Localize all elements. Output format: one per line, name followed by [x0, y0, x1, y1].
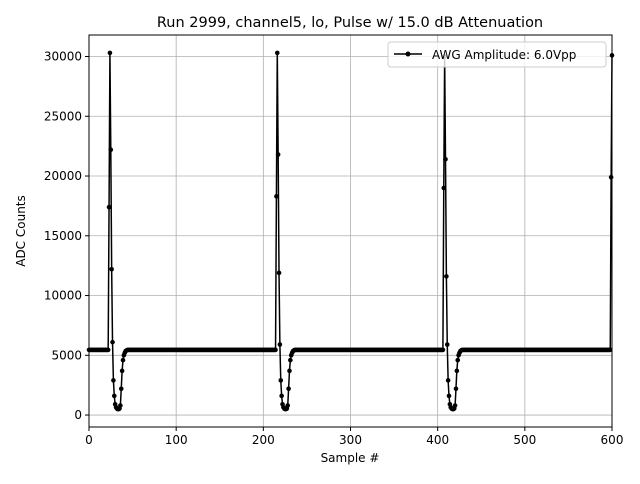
data-point: [440, 347, 446, 353]
data-point: [288, 357, 293, 363]
x-axis-label: Sample #: [321, 451, 380, 465]
y-tick-label: 15000: [44, 229, 82, 243]
data-point: [287, 368, 292, 374]
x-tick-label: 500: [513, 433, 536, 447]
data-point: [286, 386, 291, 392]
data-point: [452, 403, 458, 408]
data-point: [278, 378, 284, 383]
y-tick-label: 25000: [44, 109, 82, 123]
grid: [88, 35, 613, 427]
legend-marker: [405, 51, 411, 57]
data-point: [273, 347, 278, 353]
data-point: [120, 357, 126, 363]
x-tick-label: 400: [426, 433, 449, 447]
data-point: [107, 50, 113, 56]
data-point: [444, 274, 449, 279]
data-point: [608, 174, 614, 180]
data-point: [111, 393, 117, 399]
data-point: [276, 270, 282, 276]
data-point: [454, 368, 460, 374]
data-point: [105, 347, 111, 353]
data-point: [607, 347, 613, 353]
data-point: [118, 386, 124, 392]
data-point: [118, 403, 123, 408]
data-point: [279, 393, 284, 399]
y-tick-label: 5000: [51, 348, 82, 362]
data-point: [275, 152, 281, 157]
legend: AWG Amplitude: 6.0Vpp: [387, 41, 607, 68]
y-tick-label: 20000: [44, 169, 82, 183]
data-point: [453, 386, 459, 392]
x-tick-label: 600: [601, 433, 624, 447]
x-tick-label: 100: [165, 433, 188, 447]
data-point: [274, 194, 279, 199]
data-point: [277, 342, 283, 347]
data-point: [109, 266, 114, 272]
data-point: [119, 368, 125, 374]
plot-frame: [88, 34, 613, 428]
x-tick-label: 200: [252, 433, 275, 447]
y-axis-label: ADC Counts: [14, 195, 28, 267]
legend-label: AWG Amplitude: 6.0Vpp: [432, 48, 576, 62]
data-point: [274, 50, 280, 56]
ticks: 0 100 200 300 400 500 600 0 5000 10000 15000 20000 2…: [44, 50, 624, 447]
data-point: [443, 156, 448, 162]
data-point: [455, 357, 461, 363]
data-point: [106, 204, 112, 210]
data-point: [110, 339, 115, 345]
y-tick-label: 30000: [44, 50, 82, 64]
data-point: [441, 185, 447, 191]
data-point: [111, 378, 116, 383]
data-point: [446, 393, 452, 399]
y-tick-label: 0: [74, 408, 82, 422]
series: [86, 50, 615, 412]
y-tick-label: 10000: [44, 289, 82, 303]
x-tick-label: 0: [85, 433, 93, 447]
data-point: [108, 147, 114, 153]
data-point: [285, 403, 291, 408]
chart-title: Run 2999, channel5, lo, Pulse w/ 15.0 dB…: [157, 15, 543, 31]
legend-box: [387, 41, 607, 68]
x-tick-label: 300: [339, 433, 362, 447]
data-point: [445, 378, 451, 383]
data-point: [444, 342, 450, 347]
